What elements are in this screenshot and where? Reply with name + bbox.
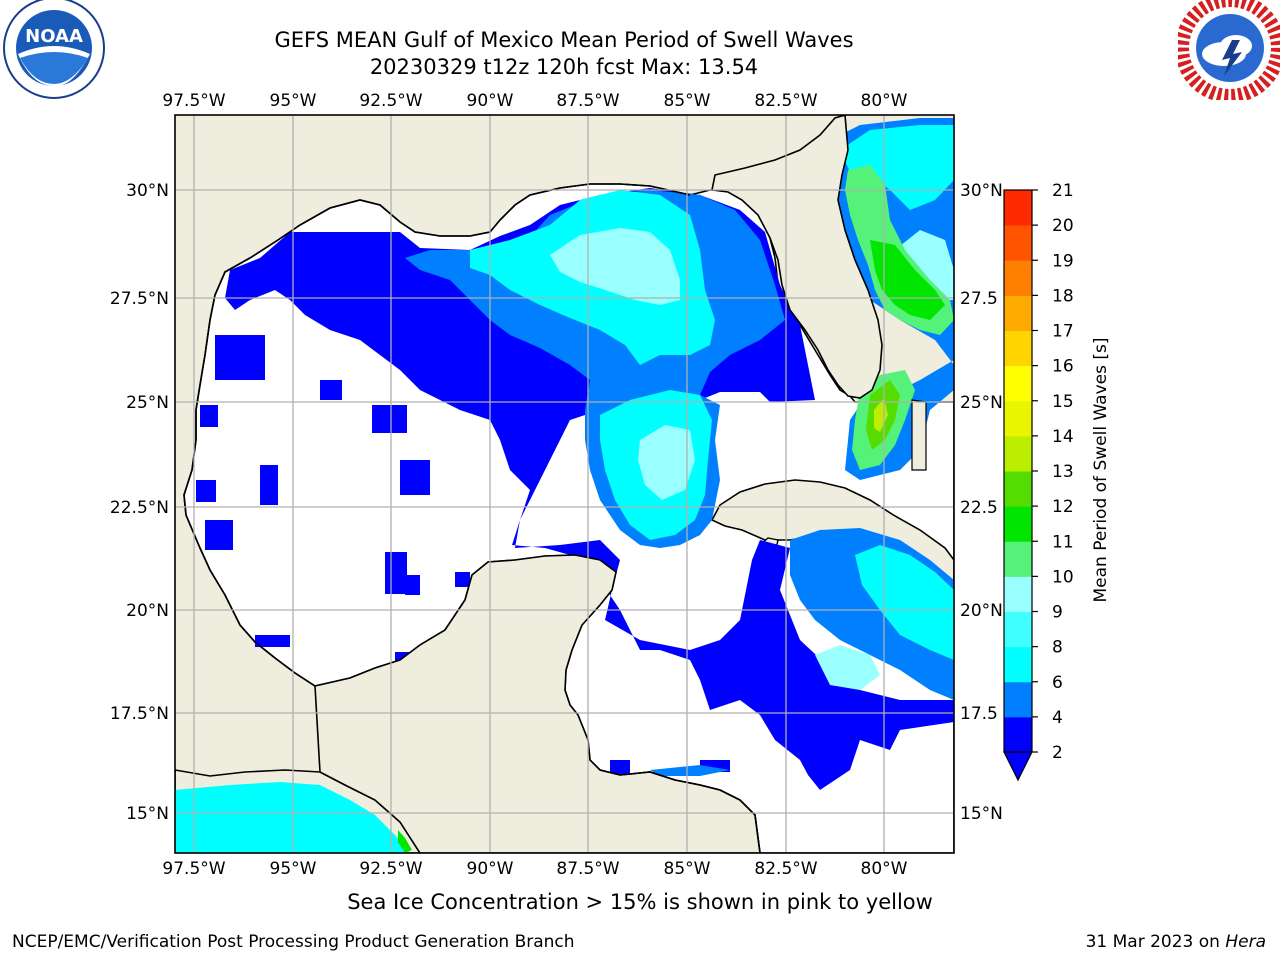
lon-label: 92.5°W xyxy=(359,91,422,111)
footer-host: Hera xyxy=(1225,932,1266,952)
colorbar-tick-label: 2 xyxy=(1052,743,1063,763)
florida-land xyxy=(711,115,883,399)
lat-label: 25°N xyxy=(126,393,169,413)
noaa-logo-icon: NOAA xyxy=(3,0,105,99)
colorbar-segment xyxy=(1004,400,1032,437)
lat-label: 30°N xyxy=(126,181,169,201)
lon-label: 82.5°W xyxy=(754,91,817,111)
lon-label: 80°W xyxy=(861,91,908,111)
lat-label: 17.5°N xyxy=(110,704,169,724)
map-title: GEFS MEAN Gulf of Mexico Mean Period of … xyxy=(274,28,854,52)
swell-2-4s-layer xyxy=(196,188,954,790)
lat-label: 22.5°N xyxy=(110,498,169,518)
footer-date: 31 Mar 2023 on Hera xyxy=(1086,932,1266,952)
lon-label: 87.5°W xyxy=(556,859,619,879)
lon-label: 85°W xyxy=(664,91,711,111)
sea-ice-note: Sea Ice Concentration > 15% is shown in … xyxy=(347,890,933,914)
colorbar-tick-label: 11 xyxy=(1052,532,1074,552)
colorbar-tick-label: 21 xyxy=(1052,181,1074,201)
lat-labels-left: 30°N 27.5°N 25°N 22.5°N 20°N 17.5°N 15°N xyxy=(110,181,169,824)
colorbar-tick-label: 10 xyxy=(1052,567,1074,587)
colorbar-segment xyxy=(1004,541,1032,577)
mexico-coast xyxy=(185,514,316,687)
colorbar-segment xyxy=(1004,681,1032,718)
lon-label: 90°W xyxy=(467,859,514,879)
colorbar-tick-label: 13 xyxy=(1052,462,1074,482)
lat-label: 17.5 xyxy=(960,704,998,724)
colorbar-tick-label: 9 xyxy=(1052,603,1063,623)
lon-label: 97.5°W xyxy=(162,859,225,879)
map-gridlines xyxy=(175,115,954,853)
lon-label: 82.5°W xyxy=(754,859,817,879)
lat-label: 20°N xyxy=(960,601,1003,621)
footer-credit: NCEP/EMC/Verification Post Processing Pr… xyxy=(12,932,575,952)
lon-label: 90°W xyxy=(467,91,514,111)
lat-labels-right: 30°N 27.5 25°N 22.5 20°N 17.5 15°N xyxy=(960,181,1003,824)
lat-label: 27.5°N xyxy=(110,289,169,309)
colorbar-tick-label: 20 xyxy=(1052,216,1074,236)
colorbar-segment xyxy=(1004,190,1032,226)
lat-label: 27.5 xyxy=(960,289,998,309)
colorbar-segment xyxy=(1004,576,1032,612)
colorbar-tick-label: 17 xyxy=(1052,322,1074,342)
map-frame xyxy=(174,114,955,854)
lon-label: 97.5°W xyxy=(162,91,225,111)
colorbar-segment xyxy=(1004,365,1032,402)
lat-label: 25°N xyxy=(960,393,1003,413)
colorbar-segment xyxy=(1004,611,1032,648)
colorbar: 2 4 6 8 9 10 11 12 13 14 15 16 17 18 19 20 21 xyxy=(1003,181,1074,782)
lon-label: 80°W xyxy=(861,859,908,879)
lon-labels-bottom: 97.5°W 95°W 92.5°W 90°W 87.5°W 85°W 82.5… xyxy=(162,859,907,879)
colorbar-segment xyxy=(1004,260,1032,296)
colorbar-segment xyxy=(1004,295,1032,331)
colorbar-tick-label: 19 xyxy=(1052,251,1074,271)
lat-label: 15°N xyxy=(126,804,169,824)
lat-label: 15°N xyxy=(960,804,1003,824)
lon-label: 95°W xyxy=(270,859,317,879)
colorbar-segment xyxy=(1004,716,1032,753)
colorbar-tick-label: 16 xyxy=(1052,357,1074,377)
colorbar-tick-label: 14 xyxy=(1052,427,1074,447)
colorbar-tick-label: 4 xyxy=(1052,708,1063,728)
lat-label: 20°N xyxy=(126,601,169,621)
lat-label: 30°N xyxy=(960,181,1003,201)
lon-label: 87.5°W xyxy=(556,91,619,111)
colorbar-tick-label: 6 xyxy=(1052,673,1063,693)
colorbar-tick-label: 15 xyxy=(1052,392,1074,412)
colorbar-segment xyxy=(1004,506,1032,542)
lon-label: 92.5°W xyxy=(359,859,422,879)
map-subtitle: 20230329 t12z 120h fcst Max: 13.54 xyxy=(369,55,759,79)
honduras-coast xyxy=(599,769,761,853)
colorbar-segment xyxy=(1004,471,1032,507)
colorbar-tick-label: 18 xyxy=(1052,286,1074,306)
nws-logo-icon xyxy=(1178,0,1280,100)
texas-coast xyxy=(183,183,691,516)
colorbar-tick-label: 8 xyxy=(1052,638,1063,658)
colorbar-segment xyxy=(1004,435,1032,472)
lon-labels-top: 97.5°W 95°W 92.5°W 90°W 87.5°W 85°W 82.5… xyxy=(162,91,907,111)
lat-label: 22.5 xyxy=(960,498,998,518)
bahamas-land xyxy=(911,399,927,471)
colorbar-under-triangle xyxy=(1003,751,1033,782)
colorbar-tick-label: 12 xyxy=(1052,497,1074,517)
colorbar-segment xyxy=(1004,225,1032,261)
colorbar-title: Mean Period of Swell Waves [s] xyxy=(1091,338,1111,603)
lon-label: 95°W xyxy=(270,91,317,111)
footer-date-text: 31 Mar 2023 on xyxy=(1085,932,1226,952)
swell-9-12s-layer xyxy=(398,165,954,853)
svg-text:NOAA: NOAA xyxy=(25,26,83,47)
lon-label: 85°W xyxy=(664,859,711,879)
colorbar-segment xyxy=(1004,646,1032,683)
colorbar-segment xyxy=(1004,330,1032,367)
